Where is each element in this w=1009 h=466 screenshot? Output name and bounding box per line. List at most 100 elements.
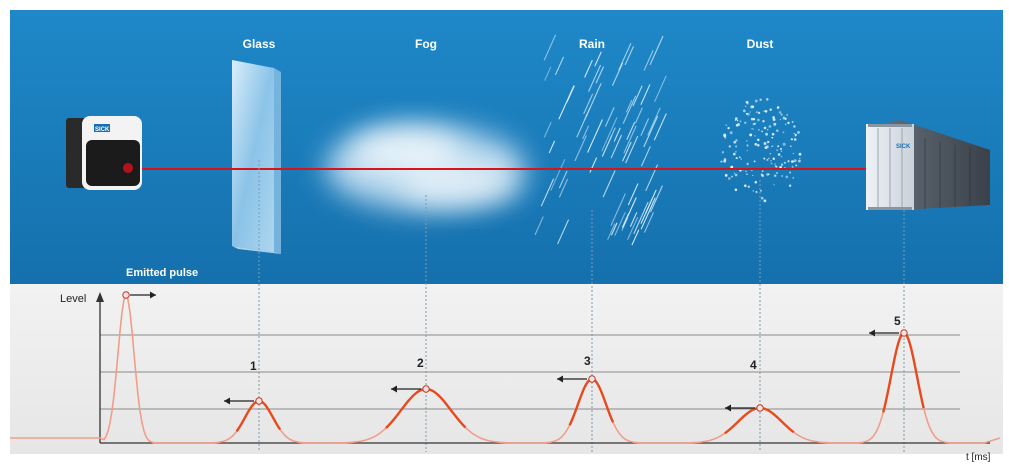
dust-particle (767, 129, 769, 131)
rain-streak (543, 34, 557, 61)
dust-particle (793, 138, 797, 141)
dust-particle (765, 145, 769, 149)
rain-streak (582, 125, 590, 140)
dust-particle (771, 136, 774, 139)
dust-particle (745, 112, 748, 115)
dust-particle (725, 124, 728, 126)
dust-particle (799, 157, 801, 160)
rain-streak (583, 93, 594, 115)
dust-particle (776, 106, 780, 109)
rain-streak (640, 197, 656, 230)
rain-streak (654, 75, 667, 103)
dust-particle (734, 173, 738, 177)
rain-streak (626, 122, 636, 140)
dust-particle (787, 121, 790, 125)
rain-streak (587, 119, 603, 153)
dust-particle (772, 118, 776, 121)
dust-particle (754, 135, 756, 137)
rain-streak (588, 64, 602, 92)
rain-streak (640, 84, 651, 105)
dust-particle (793, 125, 796, 128)
rain-streak (594, 51, 602, 67)
dust-particle (721, 151, 725, 154)
rain-streak (584, 59, 593, 78)
dust-particle (755, 111, 758, 113)
dust-particle (735, 139, 738, 142)
rain-streak (585, 83, 602, 117)
dust-particle (750, 105, 753, 108)
echo-label-5: 5 (894, 314, 901, 328)
obstacle-label-fog: Fog (415, 37, 437, 51)
dust-particle (793, 159, 797, 163)
rain-streak (610, 222, 618, 236)
dust-particle (767, 140, 770, 143)
rain-streak (604, 107, 615, 127)
shipping-container-icon: SICK (866, 120, 990, 210)
dust-particle (749, 133, 753, 137)
rain-streak (554, 56, 565, 76)
dust-particle (773, 174, 777, 177)
rain-streak (647, 107, 661, 136)
dust-particle (785, 175, 789, 179)
dust-particle (777, 145, 780, 148)
dust-particle (766, 98, 769, 101)
dust-particle (734, 188, 738, 192)
rain-streak (558, 85, 575, 120)
rain-streak (558, 170, 568, 189)
dust-particle (751, 127, 753, 130)
dust-particle (752, 174, 754, 177)
rain-streak (640, 189, 657, 224)
arrow-head (869, 329, 875, 337)
dust-particle (757, 138, 760, 142)
dust-particle (738, 156, 741, 159)
dust-particle (759, 98, 762, 101)
rain-streak (557, 219, 570, 245)
dust-particle (728, 145, 731, 148)
dust-particle (798, 152, 802, 156)
rain-streak (611, 62, 624, 86)
obstacle-label-rain: Rain (579, 37, 605, 51)
dust-particle (768, 157, 770, 159)
dust-particle (740, 158, 742, 160)
dust-particle (724, 174, 728, 177)
dust-particle (769, 153, 771, 155)
dust-particle (776, 129, 779, 132)
container-brand: SICK (896, 144, 911, 150)
dust-particle (768, 125, 772, 128)
dust-particle (731, 175, 733, 178)
rain-streak (614, 212, 626, 236)
rain-streak (629, 212, 638, 227)
rain-streak (602, 170, 616, 198)
dust-particle (772, 145, 774, 147)
x-axis-label: t [ms] (966, 452, 991, 463)
dust-particle (758, 129, 760, 131)
dust-particle (756, 143, 760, 147)
arrow-head (391, 385, 397, 393)
rain-streak (631, 229, 640, 246)
dust-particle (780, 113, 783, 116)
dust-particle (763, 158, 766, 160)
dust-particle (735, 151, 737, 153)
arrow-head (150, 291, 156, 299)
dust-particle (739, 120, 742, 123)
dust-particle (757, 118, 760, 122)
rain-streak (627, 183, 639, 206)
dust-particle (770, 145, 773, 148)
dust-particle (775, 171, 779, 175)
emitted-peak-marker (122, 291, 130, 299)
dust-particle (747, 163, 749, 166)
dust-particle (746, 144, 749, 147)
dust-particle (798, 159, 801, 163)
arrow-head (557, 375, 563, 383)
dust-particle (757, 111, 761, 115)
echo-peak-marker-1 (255, 397, 263, 405)
dust-particle (754, 122, 757, 125)
dust-particle (788, 184, 792, 187)
echo-label-2: 2 (417, 356, 424, 370)
dust-particle (763, 110, 765, 112)
dust-particle (736, 119, 739, 122)
obstacle-label-glass: Glass (243, 37, 276, 51)
dust-particle (770, 162, 773, 165)
